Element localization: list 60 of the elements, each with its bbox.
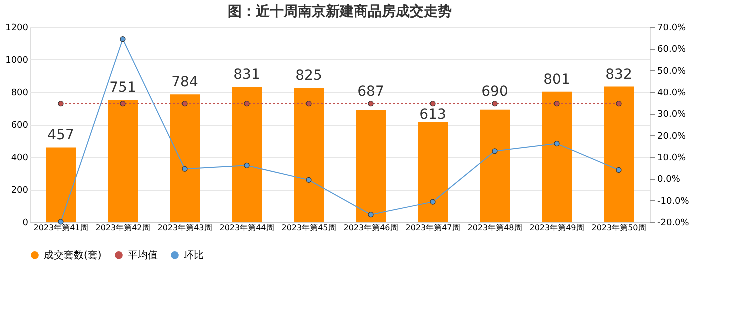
point [244, 162, 250, 168]
y2-tick-label: 30.0% [658, 110, 687, 120]
legend-label: 平均值 [128, 249, 158, 262]
data-label: 687 [358, 84, 384, 100]
y2-tick-label: 70.0% [658, 24, 687, 34]
bar [46, 148, 76, 222]
y-tick-label: 400 [11, 154, 29, 164]
y-tick-label: 1200 [6, 24, 29, 34]
point [492, 148, 498, 154]
data-label: 825 [296, 68, 322, 84]
bar [108, 100, 138, 222]
y2-tick-label: 0.0% [658, 175, 681, 186]
chart-title: 图：近十周南京新建商品房成交走势 [228, 3, 452, 20]
point [182, 166, 188, 172]
point [306, 177, 312, 183]
y2-tick-label: -10.0% [658, 196, 690, 207]
data-label: 751 [110, 80, 136, 96]
bar [542, 92, 572, 222]
legend-label: 成交套数(套) [44, 249, 102, 262]
y-tick-label: 1000 [6, 56, 29, 66]
x-tick-label: 2023年第48周 [468, 224, 522, 232]
y-tick-label: 0 [22, 218, 29, 228]
bar [232, 86, 262, 222]
data-label: 784 [172, 74, 198, 91]
point [120, 36, 126, 42]
data-label: 801 [544, 72, 570, 88]
bar [170, 94, 200, 222]
legend-label: 环比 [184, 249, 204, 262]
y2-tick-label: 40.0% [658, 88, 687, 98]
y2-tick-label: 60.0% [658, 45, 687, 56]
point [430, 199, 436, 205]
data-label: 613 [420, 106, 446, 123]
x-tick-label: 2023年第43周 [158, 224, 212, 232]
x-tick-label: 2023年第46周 [344, 224, 398, 232]
y2-tick-label: 10.0% [658, 154, 687, 164]
x-tick-label: 2023年第42周 [96, 224, 150, 232]
y2-tick-label: 20.0% [658, 132, 687, 142]
bar [480, 110, 510, 222]
y-tick-label: 800 [11, 88, 29, 98]
point [616, 167, 622, 174]
bar [294, 88, 324, 222]
x-tick-label: 2023年第41周 [34, 224, 88, 232]
point [368, 212, 374, 218]
x-tick-label: 2023年第47周 [406, 224, 460, 232]
data-label: 690 [482, 84, 508, 100]
bar [356, 110, 386, 222]
x-tick-label: 2023年第44周 [220, 224, 274, 232]
bar [418, 122, 448, 222]
y-tick-label: 200 [11, 186, 29, 196]
y2-tick-label: -20.0% [658, 218, 690, 228]
point [554, 140, 560, 147]
x-tick-label: 2023年第45周 [282, 224, 336, 232]
data-label: 457 [48, 128, 74, 144]
y-tick-label: 600 [11, 121, 29, 131]
y2-tick-label: 50.0% [658, 66, 687, 77]
x-tick-label: 2023年第49周 [530, 224, 584, 232]
x-tick-label: 2023年第50周 [592, 224, 646, 232]
data-label: 831 [234, 66, 260, 83]
bar [604, 86, 634, 222]
data-label: 832 [606, 66, 632, 83]
